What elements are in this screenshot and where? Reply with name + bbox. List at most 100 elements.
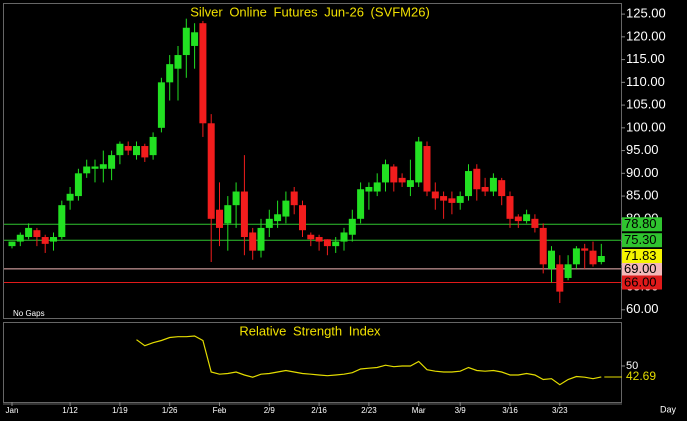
candle-body xyxy=(448,198,456,203)
candle-body xyxy=(332,241,340,247)
y-tick-label: 90.00 xyxy=(626,165,659,180)
x-tick-label: 3/9 xyxy=(455,406,467,415)
candle-body xyxy=(199,23,207,124)
candle-body xyxy=(531,218,539,228)
candle-body xyxy=(307,234,315,240)
candle-body xyxy=(240,191,248,238)
candle-body xyxy=(473,168,481,190)
candle-body xyxy=(249,232,257,251)
candle-body xyxy=(274,214,282,222)
x-tick-label: 1/26 xyxy=(162,406,178,415)
candle-body xyxy=(232,191,240,206)
candle-body xyxy=(25,227,33,238)
x-unit: Day xyxy=(660,404,677,414)
candle-body xyxy=(257,227,265,251)
candle-body xyxy=(556,264,564,292)
candle-body xyxy=(373,182,381,192)
candle-body xyxy=(431,191,439,199)
candle-body xyxy=(174,55,182,69)
candle-body xyxy=(323,239,331,247)
candle-body xyxy=(597,255,605,263)
candle-body xyxy=(50,237,57,242)
level-tag xyxy=(622,261,662,276)
candle-body xyxy=(149,136,157,156)
candle-body xyxy=(33,230,41,238)
candle-body xyxy=(357,189,365,219)
candle-body xyxy=(423,146,431,192)
candle-body xyxy=(523,214,531,222)
candle-body xyxy=(83,166,91,174)
level-label: 75.30 xyxy=(624,232,657,247)
candle-body xyxy=(124,146,132,151)
y-tick-label: 105.00 xyxy=(626,97,666,112)
x-tick-label: 2/9 xyxy=(264,406,276,415)
y-tick-label: 110.00 xyxy=(626,74,665,89)
candle-body xyxy=(398,177,406,183)
candle-body xyxy=(489,177,497,192)
chart-title: Silver Online Futures Jun-26 (SVFM26) xyxy=(190,4,430,19)
candle-body xyxy=(182,27,190,56)
candle-body xyxy=(348,218,356,235)
candle-body xyxy=(290,191,298,206)
candle-body xyxy=(58,205,66,238)
candle-body xyxy=(216,209,223,228)
x-tick-label: Jan xyxy=(6,406,19,415)
candle-body xyxy=(365,186,373,192)
level-label: 66.00 xyxy=(624,274,657,289)
y-tick-label: 95.00 xyxy=(626,142,659,157)
candle-body xyxy=(589,250,597,265)
candle-body xyxy=(481,186,489,192)
candle-body xyxy=(465,171,472,197)
candle-body xyxy=(498,180,506,197)
plot-layer: 60.0065.0070.0075.0080.0085.0090.0095.00… xyxy=(4,6,666,415)
candle-body xyxy=(265,218,273,228)
y-tick-label: 50 xyxy=(626,360,638,372)
level-tag xyxy=(622,217,662,232)
level-tag xyxy=(622,275,662,290)
x-tick-label: 1/19 xyxy=(112,406,128,415)
last-price-tag xyxy=(622,248,662,263)
candle-body xyxy=(299,205,306,231)
level-label: 69.00 xyxy=(624,261,657,276)
y-tick-label: 115.00 xyxy=(626,51,665,66)
candle-body xyxy=(74,173,82,197)
candle-body xyxy=(539,227,547,265)
level-label: 78.80 xyxy=(624,216,657,231)
y-tick-label: 120.00 xyxy=(626,28,666,43)
y-tick-label: 85.00 xyxy=(626,188,659,203)
y-tick-label: 100.00 xyxy=(626,119,666,134)
x-tick-label: 2/23 xyxy=(361,406,377,415)
x-tick-label: Mar xyxy=(412,406,426,415)
candle-body xyxy=(406,180,414,187)
candle-body xyxy=(157,82,165,128)
candle-body xyxy=(116,143,124,156)
rsi-last-label: 42.69 xyxy=(626,369,656,383)
candle-body xyxy=(133,146,140,156)
candle-body xyxy=(390,166,398,183)
rsi-title: Relative Strength Index xyxy=(239,323,381,338)
candle-body xyxy=(91,166,99,169)
candle-body xyxy=(16,234,24,242)
price-panel xyxy=(3,3,622,319)
candle-body xyxy=(8,241,16,247)
candle-body xyxy=(514,216,522,222)
candle-body xyxy=(282,200,290,217)
candle-body xyxy=(108,155,116,169)
candle-body xyxy=(166,64,174,83)
candle-body xyxy=(581,248,589,251)
y-tick-label: 125.00 xyxy=(626,6,666,21)
x-tick-label: 3/23 xyxy=(552,406,568,415)
candle-body xyxy=(41,237,49,244)
x-tick-label: 2/16 xyxy=(311,406,327,415)
candle-body xyxy=(572,248,580,265)
candle-body xyxy=(340,232,348,242)
candle-body xyxy=(207,123,215,219)
candle-body xyxy=(315,237,323,242)
last-price-label: 71.83 xyxy=(624,248,657,263)
candle-body xyxy=(224,205,232,224)
y-tick-label: 60.00 xyxy=(626,301,659,316)
candle-body xyxy=(415,141,423,183)
level-tag xyxy=(622,233,662,248)
